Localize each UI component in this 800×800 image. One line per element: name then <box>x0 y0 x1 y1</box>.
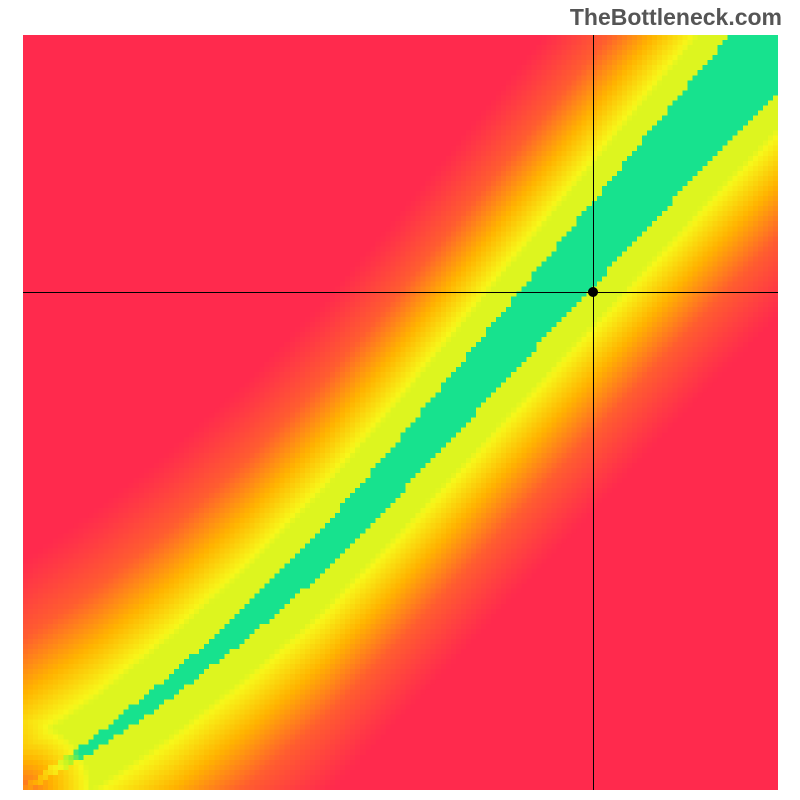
marker-point <box>588 287 598 297</box>
heatmap-canvas <box>23 35 778 790</box>
chart-container: TheBottleneck.com <box>0 0 800 800</box>
crosshair-vertical <box>593 35 594 790</box>
heatmap-plot <box>23 35 778 790</box>
crosshair-horizontal <box>23 292 778 293</box>
watermark-text: TheBottleneck.com <box>570 4 782 31</box>
